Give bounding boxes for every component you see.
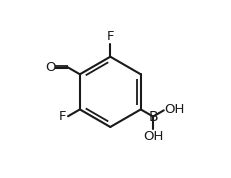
Text: OH: OH: [164, 103, 184, 116]
Text: B: B: [148, 109, 157, 124]
Text: O: O: [45, 61, 55, 74]
Text: F: F: [58, 110, 66, 123]
Text: F: F: [106, 30, 114, 43]
Text: OH: OH: [142, 130, 163, 143]
